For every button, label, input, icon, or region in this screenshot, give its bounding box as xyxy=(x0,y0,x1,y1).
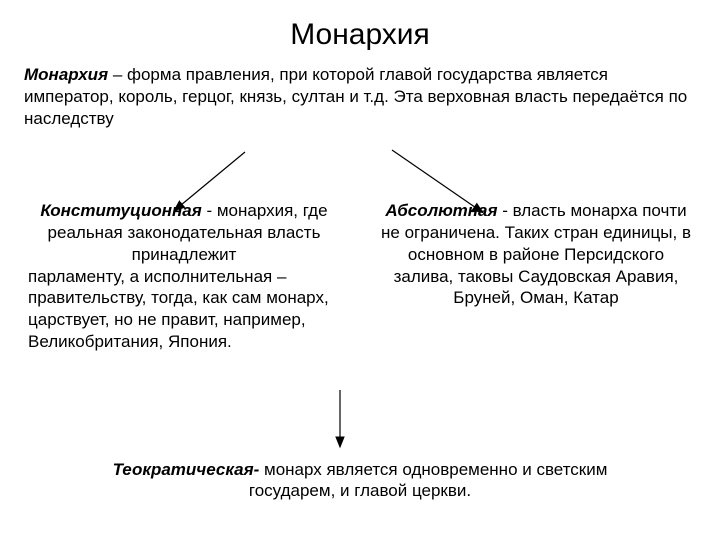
branches-row: Конституционная - монархия, где реальная… xyxy=(0,130,720,352)
branch-theocratic: Теократическая- монарх является одноврем… xyxy=(0,459,720,503)
definition-text: – форма правления, при которой главой го… xyxy=(24,65,687,128)
branch-left-term: Конституционная xyxy=(40,201,201,220)
branch-right-term: Абсолютная xyxy=(385,201,497,220)
branch-left-rest: парламенту, а исполнительная – правитель… xyxy=(28,267,329,351)
bottom-text: монарх является одновременно и светским … xyxy=(249,460,608,501)
definition-term: Монархия xyxy=(24,65,108,84)
definition-block: Монархия – форма правления, при которой … xyxy=(0,52,720,130)
branch-absolute: Абсолютная - власть монарха почти не огр… xyxy=(380,200,692,352)
branch-constitutional: Конституционная - монархия, где реальная… xyxy=(28,200,340,352)
bottom-term: Теократическая- xyxy=(113,460,260,479)
page-title: Монархия xyxy=(0,0,720,52)
